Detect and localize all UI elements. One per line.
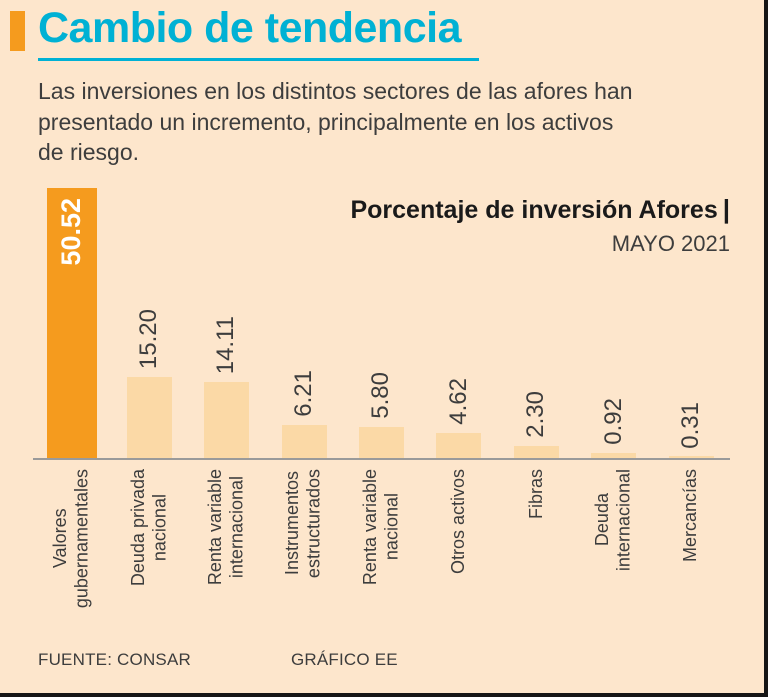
- bar-category-label: Renta variable internacional: [205, 468, 247, 585]
- bar-category-label: Renta variable nacional: [359, 468, 402, 585]
- bar-category-label: Fibras: [525, 468, 546, 519]
- chart-period: MAYO 2021: [611, 230, 730, 256]
- chart-header: Porcentaje de inversión Afores | MAYO 202…: [350, 194, 730, 257]
- bar: [126, 376, 172, 458]
- bar-group: 4.62: [420, 188, 497, 458]
- bar-category-label: Deuda internacional: [592, 468, 634, 571]
- category-cell: Instrumentos estructurados: [265, 460, 342, 636]
- bar: 50.52: [46, 187, 97, 458]
- bar-value-label: 0.31: [677, 401, 705, 449]
- bar: [436, 433, 482, 458]
- bar-group: 14.11: [188, 188, 265, 458]
- bar-category-label: Deuda privada nacional: [127, 468, 170, 586]
- bar-value-label: 15.20: [134, 308, 162, 369]
- credit-label: GRÁFICO EE: [290, 649, 398, 669]
- bar-category-label: Mercancías: [680, 468, 701, 562]
- bar-group: 2.30: [498, 188, 575, 458]
- bar-group: 50.52: [33, 187, 110, 458]
- bar-category-label: Valores gubernamentales: [50, 468, 92, 608]
- bar: [281, 424, 327, 458]
- bar: [668, 456, 714, 458]
- footer: FUENTE: CONSAR GRÁFICO EE: [38, 650, 764, 670]
- bar-value-label: 50.52: [47, 198, 97, 266]
- bar-group: 6.21: [265, 188, 342, 458]
- bar-group: 0.31: [653, 188, 730, 458]
- bar-chart: Porcentaje de inversión Afores | MAYO 202…: [33, 187, 730, 636]
- bar-value-label: 14.11: [212, 316, 240, 375]
- bar-value-label: 6.21: [289, 369, 317, 417]
- category-cell: Deuda privada nacional: [110, 460, 187, 636]
- bar-group: 0.92: [575, 188, 652, 458]
- bar-value-label: 0.92: [599, 398, 627, 445]
- bar-value-label: 2.30: [522, 390, 550, 438]
- source-label: FUENTE: CONSAR: [38, 649, 191, 669]
- bar: [358, 426, 404, 458]
- category-cell: Fibras: [498, 460, 575, 636]
- description: Las inversiones en los distintos sectore…: [38, 78, 633, 166]
- header: Cambio de tendencia: [0, 0, 764, 62]
- bar: [204, 382, 250, 458]
- bar-group: 5.80: [343, 188, 420, 458]
- chart-title: Porcentaje de inversión Afores: [350, 195, 718, 224]
- accent-block: [10, 11, 25, 51]
- bar-category-label: Otros activos: [448, 468, 469, 574]
- category-cell: Renta variable internacional: [188, 460, 265, 636]
- category-cell: Otros activos: [420, 460, 497, 636]
- page-title: Cambio de tendencia: [38, 5, 479, 62]
- bar-value-label: 5.80: [367, 372, 395, 419]
- bar-group: 15.20: [110, 188, 187, 458]
- category-cell: Mercancías: [653, 460, 730, 636]
- bar: [591, 452, 637, 458]
- bar-value-label: 4.62: [444, 378, 472, 426]
- category-cell: Deuda internacional: [575, 460, 652, 636]
- bar-plot: 50.52 15.20 14.11 6.21 5.80 4.62 2.30 0.92 0.31: [33, 187, 730, 460]
- category-row: Valores gubernamentales Deuda privada nac…: [33, 460, 730, 636]
- chart-title-row: Porcentaje de inversión Afores |: [350, 194, 730, 225]
- chart-title-divider: |: [722, 193, 730, 224]
- bar: [513, 445, 559, 458]
- category-cell: Renta variable nacional: [343, 460, 420, 636]
- bar-category-label: Instrumentos estructurados: [282, 468, 325, 578]
- bar-value-text: 50.52: [55, 197, 86, 266]
- category-cell: Valores gubernamentales: [33, 460, 110, 636]
